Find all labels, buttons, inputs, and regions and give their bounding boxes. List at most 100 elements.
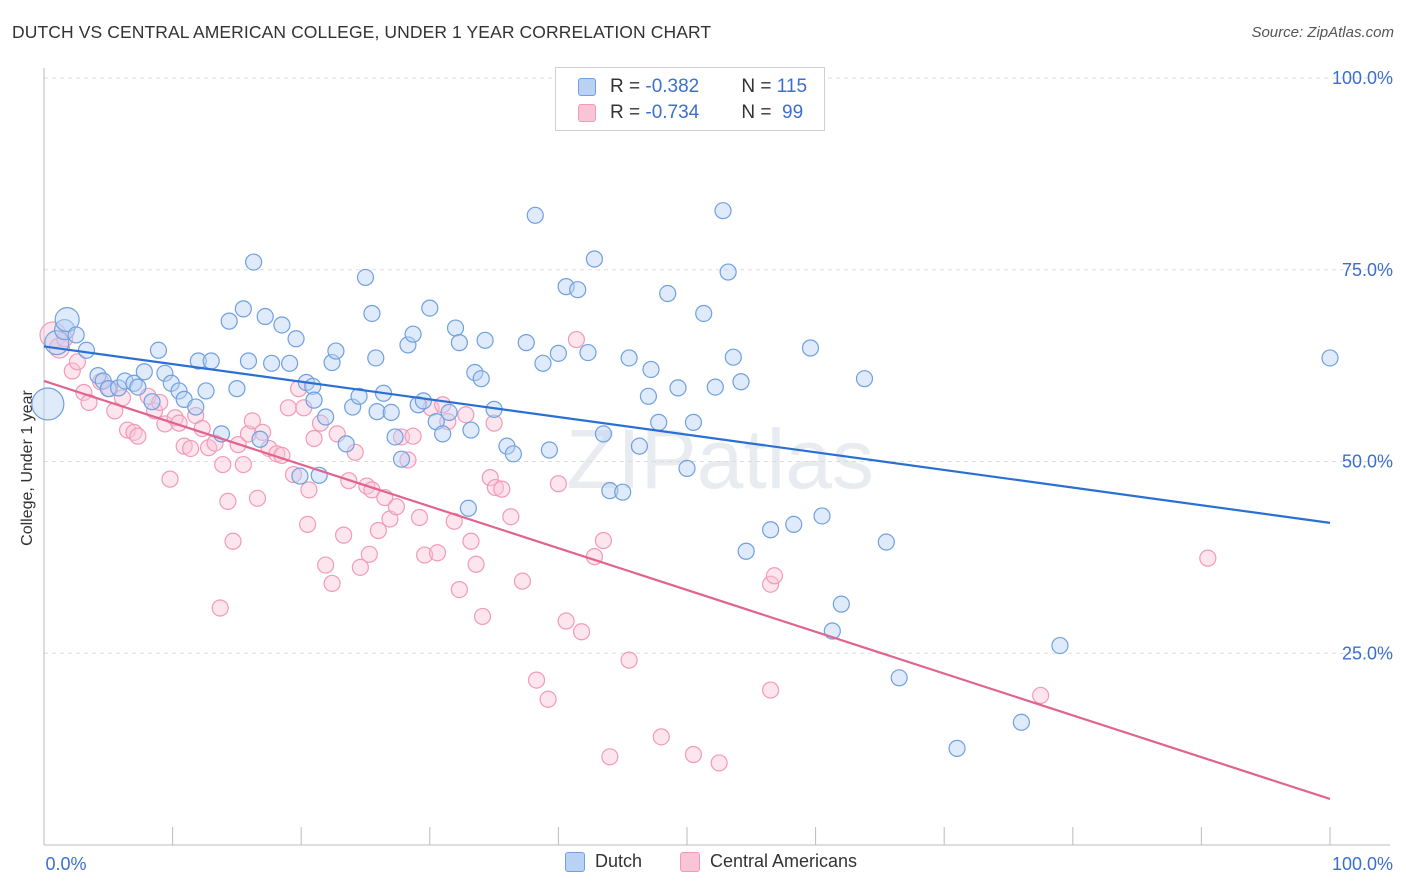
x-tick-label: 100.0% [1332,854,1393,874]
central-americans-point [493,480,511,498]
dutch-points [31,202,1339,757]
dutch-point [466,363,484,382]
central-americans-point [1032,686,1050,705]
central-americans-point [652,728,670,746]
axes [43,68,1390,846]
y-tick-label: 100.0% [1332,68,1393,88]
central-americans-point [502,508,520,526]
central-americans-point [473,607,492,626]
dutch-point [585,250,604,268]
central-americans-point [410,508,429,527]
dutch-point [785,515,803,533]
dutch-point [948,739,966,757]
dutch-point [877,533,895,551]
central-americans-point [567,330,586,349]
dutch-point [414,392,432,410]
dutch-point [228,380,246,398]
gridlines [44,77,1390,654]
dutch-point [684,413,703,431]
central-americans-point [462,532,480,550]
dutch-point [669,379,687,397]
dutch-point [189,352,207,370]
dutch-point [724,348,742,366]
dutch-point [462,421,480,439]
central-americans-point [527,671,546,689]
central-americans-point [254,423,272,441]
central-americans-point [360,545,378,563]
dutch-point [149,341,168,359]
central-americans-point [684,745,703,764]
central-americans-point [243,412,261,430]
central-americans-point [428,544,447,562]
dutch-point [504,445,522,463]
central-americans-point [63,362,81,380]
central-americans-point [129,427,147,445]
dutch-point [197,382,215,400]
dutch-point [263,354,281,372]
central-americans-point [467,555,485,573]
central-americans-point [601,748,619,766]
dutch-point [1012,713,1030,731]
central-americans-point [182,439,200,458]
central-americans-point [404,427,422,445]
dutch-point [695,304,713,323]
central-americans-point [594,531,613,550]
central-americans-point [710,754,728,772]
central-americans-point [761,575,780,593]
tick-labels: 25.0% 50.0% 75.0% 100.0% 0.0% 100.0% [45,68,1393,874]
central-americans-point [549,475,568,493]
dutch-point [614,483,632,501]
y-tick-label: 75.0% [1342,260,1393,280]
r-value: -0.734 [645,102,700,123]
dutch-point [446,319,465,337]
central-americans-point [486,478,504,497]
central-americans-trend-line [43,379,1331,801]
central-americans-legend-label: Central Americans [710,851,858,871]
legend-row-central-americans: R = -0.734 N = 99 [578,101,803,125]
central-americans-point [299,515,317,533]
dutch-point [109,379,128,397]
central-americans-point [305,429,323,448]
dutch-point [569,281,587,299]
dutch-point [534,354,552,372]
central-americans-point [485,414,503,432]
dutch-point [801,339,820,357]
central-americans-point [513,572,531,590]
dutch-point [832,595,850,613]
dutch-point [31,387,65,421]
dutch-point [714,202,732,220]
dutch-trend-line [43,345,1331,524]
dutch-point [156,364,174,382]
dutch-point [732,373,750,391]
dutch-swatch [578,78,596,96]
central-americans-point [369,521,387,540]
stats-legend: R = -0.382 N = 115 R = -0.734 N = 99 [555,67,825,131]
dutch-point [642,360,660,379]
central-americans-point [457,406,475,424]
dutch-point [737,542,755,560]
central-americans-point [211,599,229,617]
dutch-point [344,398,362,416]
legend-item-central-americans: Central Americans [680,851,857,872]
dutch-point [855,370,874,388]
central-americans-point [539,690,557,708]
dutch-point [251,430,269,448]
dutch-point [1321,349,1339,367]
dutch-point [281,354,299,372]
dutch-point [317,408,335,426]
r-value: -0.382 [645,76,700,97]
dutch-point [540,441,558,459]
legend-item-dutch: Dutch [565,851,642,872]
dutch-point [650,413,668,431]
dutch-point [220,312,238,330]
dutch-point [287,330,305,348]
central-americans-point [1199,549,1217,567]
central-americans-point [234,455,252,474]
dutch-point [719,263,737,281]
x-tick-label: 0.0% [45,854,86,874]
dutch-point [706,378,724,396]
dutch-point [67,326,85,344]
dutch-point [234,300,252,318]
trend-lines [43,345,1331,801]
